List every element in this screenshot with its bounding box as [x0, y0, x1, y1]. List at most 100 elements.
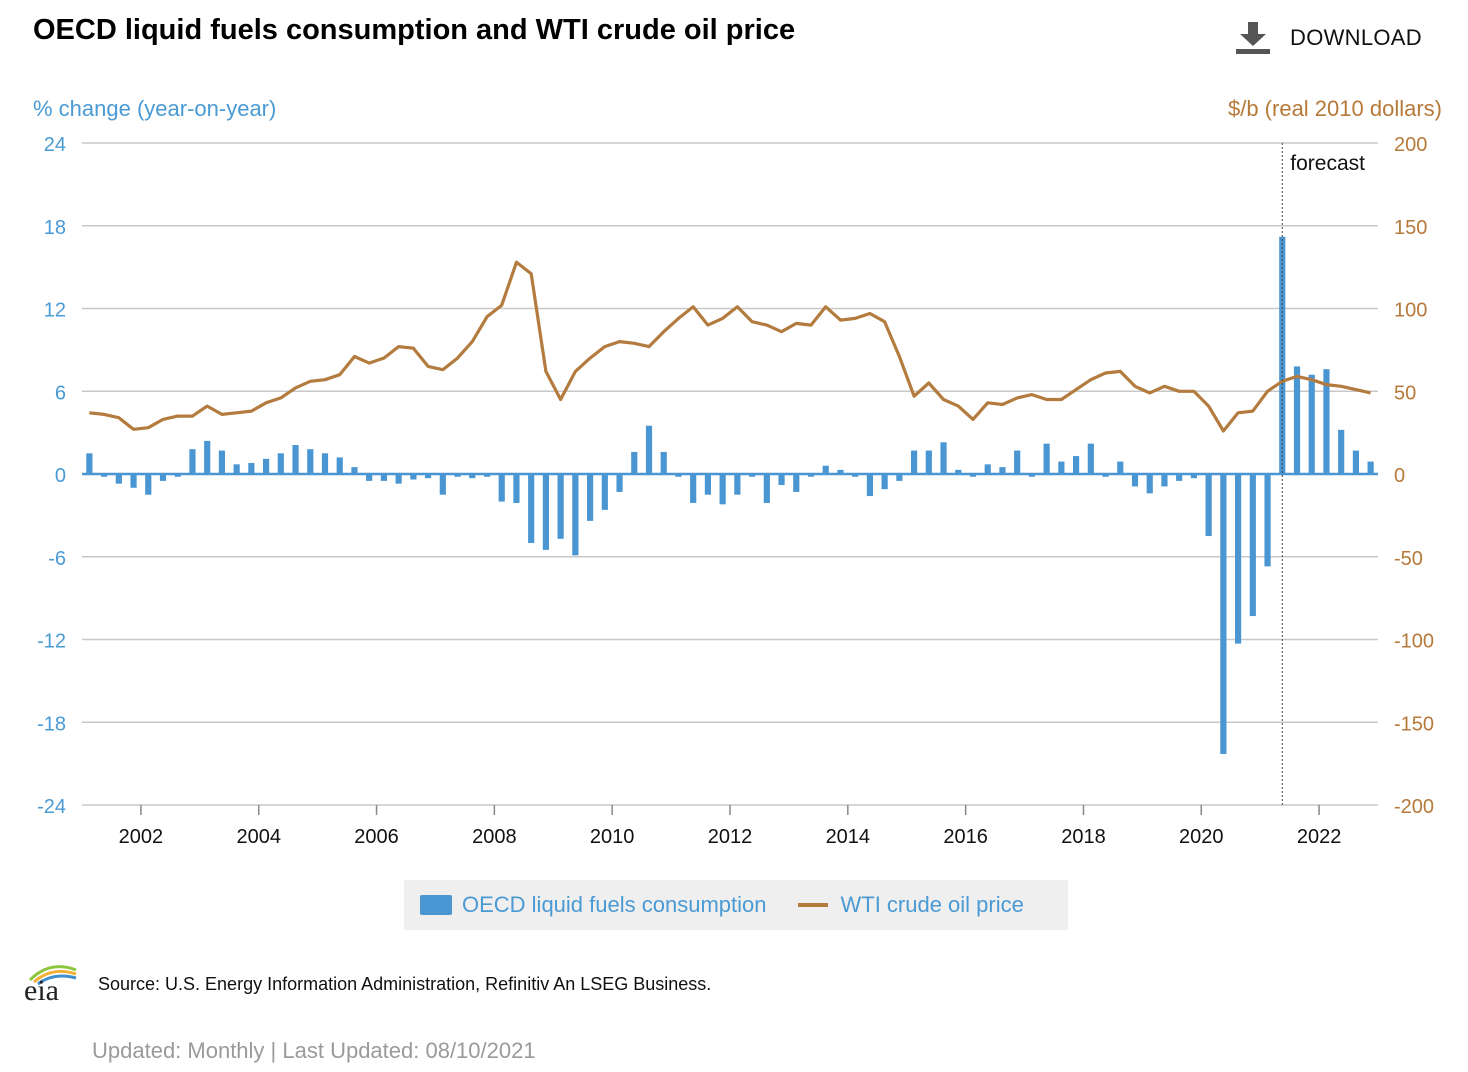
consumption-bar — [1087, 443, 1094, 474]
updated-note: Updated: Monthly | Last Updated: 08/10/2… — [92, 1038, 536, 1063]
left-tick-label: 0 — [55, 465, 66, 487]
right-tick-label: 100 — [1394, 300, 1427, 322]
consumption-bar — [483, 474, 491, 477]
source-note: Source: U.S. Energy Information Administ… — [98, 974, 712, 994]
right-tick-label: 50 — [1394, 382, 1416, 404]
consumption-bar — [675, 474, 682, 477]
consumption-bar — [159, 474, 167, 481]
right-tick-label: 200 — [1394, 134, 1427, 156]
consumption-bar — [145, 474, 152, 495]
consumption-bar — [557, 474, 564, 539]
x-tick-label: 2014 — [826, 826, 871, 848]
consumption-bar — [910, 450, 918, 474]
left-axis-title: % change (year-on-year) — [33, 96, 277, 121]
legend: OECD liquid fuels consumption WTI crude … — [404, 880, 1068, 930]
consumption-bar — [999, 467, 1006, 474]
price-line-group — [89, 260, 1371, 433]
consumption-bar — [1264, 474, 1271, 567]
legend-line-swatch — [798, 903, 829, 907]
consumption-bar — [115, 474, 122, 484]
consumption-bar — [925, 450, 932, 474]
x-tick-label: 2004 — [236, 826, 281, 848]
consumption-bar — [719, 474, 726, 505]
consumption-bar — [837, 469, 844, 474]
x-tick-label: 2010 — [590, 826, 635, 848]
consumption-bar — [1293, 366, 1301, 474]
consumption-bar — [1117, 461, 1124, 474]
consumption-bar — [822, 465, 829, 474]
left-tick-label: -12 — [37, 631, 66, 653]
consumption-bar — [1190, 474, 1198, 479]
left-tick-label: 18 — [44, 217, 66, 239]
left-tick-label: 24 — [44, 134, 66, 156]
consumption-bar — [1014, 450, 1021, 474]
consumption-bar — [601, 474, 608, 510]
consumption-bar — [1367, 461, 1374, 474]
consumption-bar — [778, 474, 785, 486]
consumption-bar — [969, 474, 977, 477]
consumption-bar — [351, 467, 358, 474]
x-tick-label: 2018 — [1061, 826, 1106, 848]
consumption-bar — [380, 474, 388, 481]
chart-svg: forecast 24 18 12 6 0 -6 -12 -18 -24 200 150 100 50 0… — [37, 134, 1434, 848]
consumption-bar — [1338, 429, 1345, 474]
legend-label-consumption: OECD liquid fuels consumption — [462, 892, 767, 917]
consumption-bar — [763, 474, 770, 503]
consumption-bar — [439, 474, 446, 495]
consumption-bar — [852, 474, 859, 477]
chart-title: OECD liquid fuels consumption and WTI cr… — [33, 14, 796, 46]
consumption-bar — [366, 474, 373, 481]
consumption-bar — [1323, 369, 1330, 474]
consumption-bar — [307, 449, 314, 474]
forecast-marker: forecast — [1281, 143, 1365, 805]
consumption-bar — [513, 474, 520, 503]
x-tick-label: 2012 — [708, 826, 753, 848]
consumption-bar — [748, 474, 756, 477]
consumption-bar — [469, 474, 476, 479]
x-tick-label: 2008 — [472, 826, 517, 848]
consumption-bar — [1249, 474, 1256, 617]
download-icon — [1236, 22, 1270, 54]
consumption-bar — [321, 453, 329, 474]
consumption-bar — [807, 474, 815, 477]
consumption-bars — [86, 236, 1374, 754]
right-axis-title: $/b (real 2010 dollars) — [1227, 96, 1442, 121]
download-button[interactable]: DOWNLOAD — [1236, 22, 1422, 54]
x-tick-label: 2006 — [354, 826, 399, 848]
consumption-bar — [528, 474, 535, 543]
consumption-bar — [645, 425, 653, 474]
legend-bar-swatch — [420, 895, 452, 915]
consumption-bar — [1308, 374, 1315, 474]
left-tick-label: -6 — [48, 548, 66, 570]
logo-text: eia — [24, 974, 59, 1004]
consumption-bar — [542, 474, 550, 550]
consumption-bar — [572, 474, 579, 556]
consumption-bar — [586, 474, 594, 521]
consumption-bar — [1058, 461, 1065, 474]
consumption-bar — [1352, 450, 1360, 474]
consumption-bar — [1028, 474, 1036, 477]
legend-item-price[interactable]: WTI crude oil price — [782, 892, 1024, 918]
x-tick-label: 2022 — [1297, 826, 1342, 848]
consumption-bar — [1146, 474, 1153, 494]
axes: 24 18 12 6 0 -6 -12 -18 -24 200 150 100 50 0 -50 -100 -1… — [37, 134, 1434, 848]
price-line — [89, 260, 1371, 433]
consumption-bar — [660, 451, 667, 474]
right-tick-label: -50 — [1394, 548, 1423, 570]
consumption-bar — [1043, 443, 1050, 474]
consumption-bar — [793, 474, 800, 492]
consumption-bar — [498, 474, 505, 502]
consumption-bar — [262, 458, 270, 474]
consumption-bar — [1072, 456, 1080, 474]
eia-logo: eia — [22, 958, 84, 1009]
x-tick-label: 2002 — [119, 826, 164, 848]
consumption-bar — [1234, 474, 1242, 644]
consumption-bar — [940, 442, 947, 474]
consumption-bar — [1131, 474, 1139, 487]
consumption-bar — [955, 469, 962, 474]
right-tick-label: -150 — [1394, 713, 1434, 735]
consumption-bar — [189, 449, 196, 474]
legend-item-consumption[interactable]: OECD liquid fuels consumption — [420, 892, 766, 918]
consumption-bar — [410, 474, 417, 480]
consumption-bar — [86, 453, 93, 474]
